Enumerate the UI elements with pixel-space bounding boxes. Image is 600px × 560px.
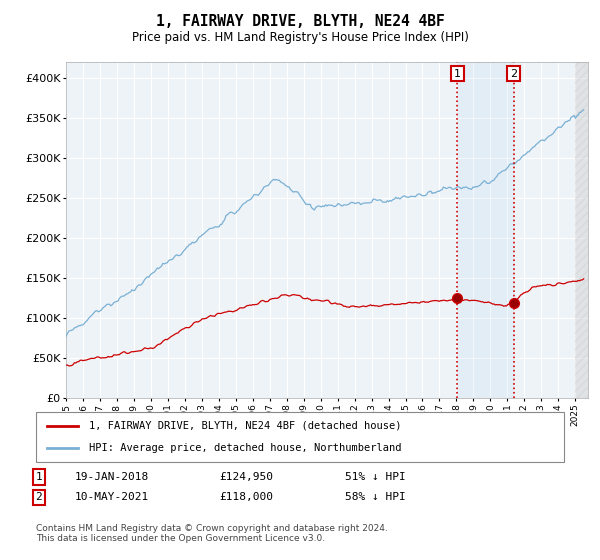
Text: 2: 2 [35,492,43,502]
Text: 1, FAIRWAY DRIVE, BLYTH, NE24 4BF: 1, FAIRWAY DRIVE, BLYTH, NE24 4BF [155,14,445,29]
Text: £118,000: £118,000 [219,492,273,502]
Text: HPI: Average price, detached house, Northumberland: HPI: Average price, detached house, Nort… [89,443,401,453]
Text: 1: 1 [454,69,461,78]
Text: 51% ↓ HPI: 51% ↓ HPI [345,472,406,482]
Text: £124,950: £124,950 [219,472,273,482]
Text: 2: 2 [510,69,517,78]
Text: 19-JAN-2018: 19-JAN-2018 [75,472,149,482]
Text: Price paid vs. HM Land Registry's House Price Index (HPI): Price paid vs. HM Land Registry's House … [131,31,469,44]
FancyBboxPatch shape [36,412,564,462]
Bar [457,62,514,398]
Text: 10-MAY-2021: 10-MAY-2021 [75,492,149,502]
Text: Contains HM Land Registry data © Crown copyright and database right 2024.
This d: Contains HM Land Registry data © Crown c… [36,524,388,543]
Text: 58% ↓ HPI: 58% ↓ HPI [345,492,406,502]
Bar [575,62,588,398]
Text: 1, FAIRWAY DRIVE, BLYTH, NE24 4BF (detached house): 1, FAIRWAY DRIVE, BLYTH, NE24 4BF (detac… [89,421,401,431]
Text: 1: 1 [35,472,43,482]
